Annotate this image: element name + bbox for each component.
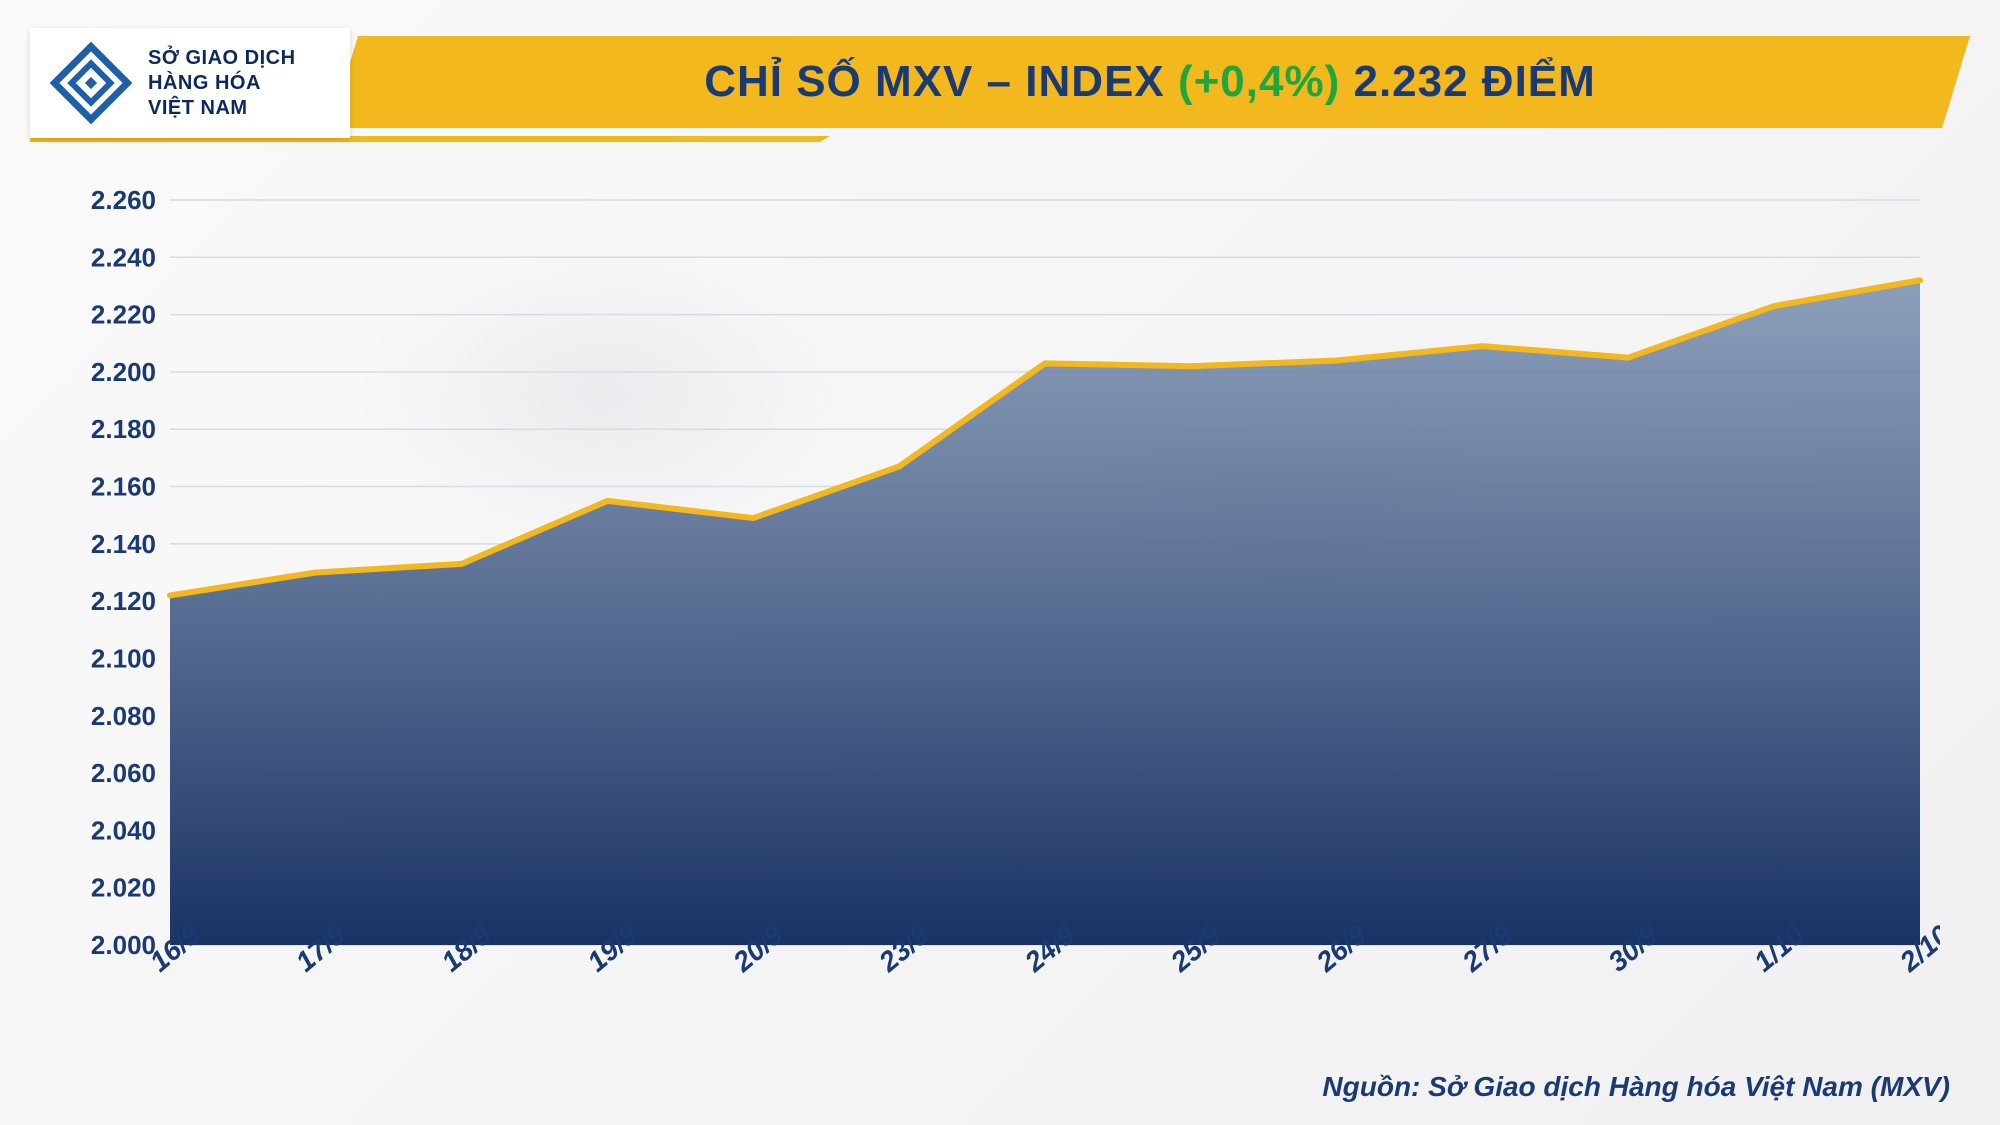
logo-line-3: VIỆT NAM	[148, 96, 296, 121]
title-suffix: 2.232 ĐIỂM	[1340, 57, 1596, 106]
logo-text: SỞ GIAO DỊCH HÀNG HÓA VIỆT NAM	[148, 46, 296, 121]
source-caption: Nguồn: Sở Giao dịch Hàng hóa Việt Nam (M…	[1322, 1071, 1950, 1103]
svg-text:2.180: 2.180	[91, 414, 156, 444]
page: SỞ GIAO DỊCH HÀNG HÓA VIỆT NAM CHỈ SỐ MX…	[0, 0, 2000, 1125]
logo-icon	[48, 40, 134, 126]
svg-text:2.080: 2.080	[91, 701, 156, 731]
svg-text:2.120: 2.120	[91, 586, 156, 616]
svg-text:2.060: 2.060	[91, 758, 156, 788]
logo-line-2: HÀNG HÓA	[148, 71, 296, 96]
svg-text:2.020: 2.020	[91, 873, 156, 903]
header: SỞ GIAO DỊCH HÀNG HÓA VIỆT NAM CHỈ SỐ MX…	[30, 28, 1970, 138]
svg-text:2.100: 2.100	[91, 643, 156, 673]
title-prefix: CHỈ SỐ MXV – INDEX	[704, 57, 1178, 106]
svg-text:2.140: 2.140	[91, 529, 156, 559]
chart-svg: 2.0002.0202.0402.0602.0802.1002.1202.140…	[60, 190, 1940, 1035]
logo-block: SỞ GIAO DỊCH HÀNG HÓA VIỆT NAM	[30, 28, 350, 138]
svg-text:2.160: 2.160	[91, 472, 156, 502]
title-banner: CHỈ SỐ MXV – INDEX (+0,4%) 2.232 ĐIỂM	[330, 36, 1970, 128]
mxv-index-chart: 2.0002.0202.0402.0602.0802.1002.1202.140…	[60, 190, 1940, 1035]
svg-text:2.220: 2.220	[91, 300, 156, 330]
svg-text:2.240: 2.240	[91, 242, 156, 272]
title-pct: (+0,4%)	[1178, 57, 1340, 106]
svg-text:2.040: 2.040	[91, 815, 156, 845]
svg-text:2.200: 2.200	[91, 357, 156, 387]
chart-title: CHỈ SỐ MXV – INDEX (+0,4%) 2.232 ĐIỂM	[704, 57, 1596, 107]
logo-line-1: SỞ GIAO DỊCH	[148, 46, 296, 71]
svg-text:2.260: 2.260	[91, 190, 156, 215]
